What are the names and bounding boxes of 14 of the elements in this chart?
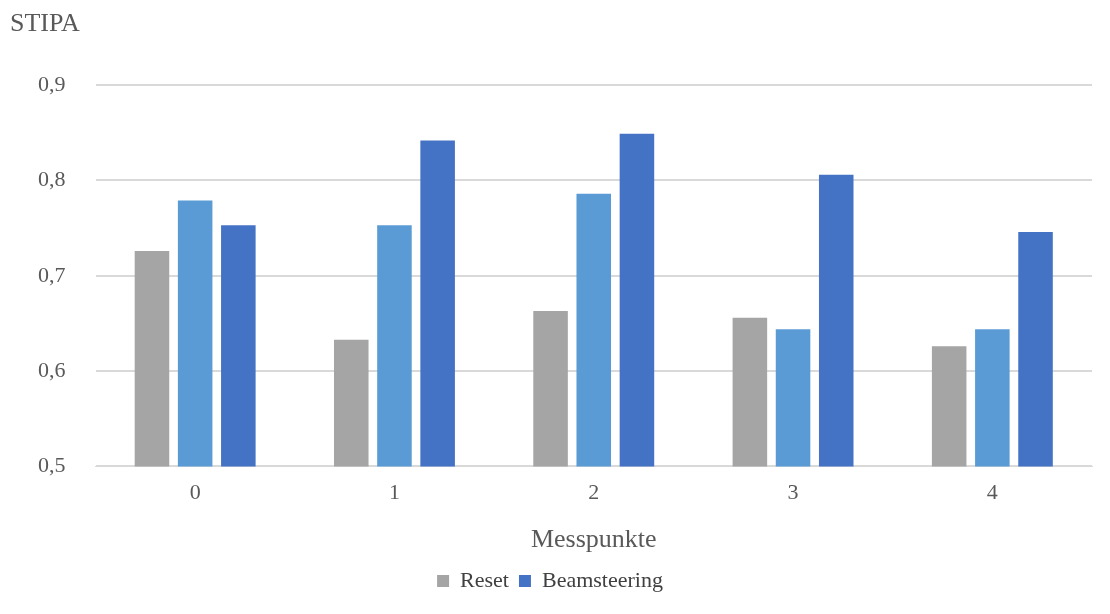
x-tick-label: 4 bbox=[986, 479, 998, 505]
x-tick-label: 0 bbox=[189, 479, 201, 505]
y-tick-label: 0,5 bbox=[38, 452, 66, 478]
y-tick-label: 0,8 bbox=[38, 166, 66, 192]
y-tick-label: 0,9 bbox=[38, 70, 66, 96]
legend-label: Reset bbox=[460, 566, 509, 592]
y-axis-title: STIPA bbox=[9, 8, 81, 39]
x-tick-label: 1 bbox=[388, 479, 400, 505]
legend-label: Beamsteering bbox=[541, 566, 663, 592]
y-tick-label: 0,6 bbox=[38, 356, 66, 382]
x-tick-label: 2 bbox=[588, 479, 600, 505]
y-tick-label: 0,7 bbox=[38, 261, 66, 287]
x-axis-title: Messpunkte bbox=[530, 524, 657, 554]
x-tick-label: 3 bbox=[787, 479, 799, 505]
